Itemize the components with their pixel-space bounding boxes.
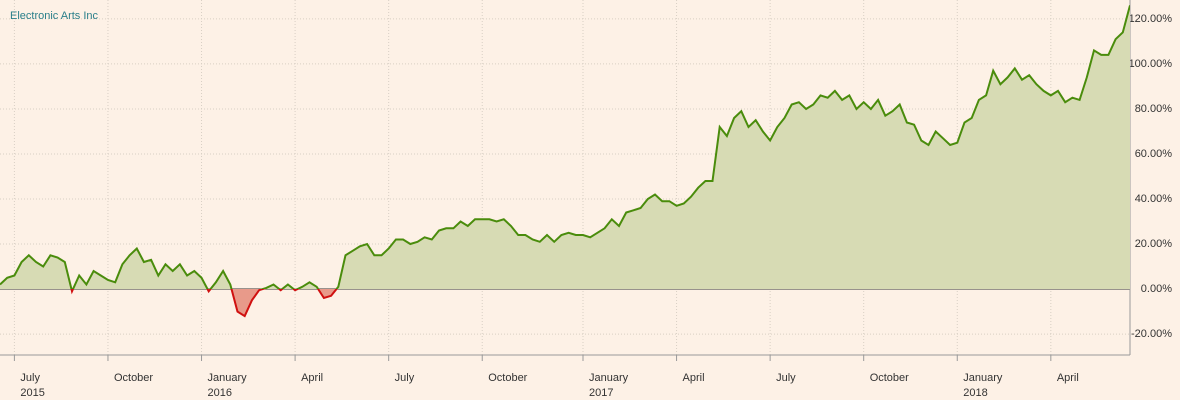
x-tick-label: April [682,372,705,384]
x-tick-label: January 2017 [588,372,629,399]
y-tick-label: 120.00% [1129,13,1173,25]
x-tick-label: October [113,372,154,384]
x-tick-label: October [869,372,909,384]
y-tick-label: -20.00% [1131,328,1172,340]
y-tick-label: 100.00% [1129,58,1173,70]
line-positive [0,5,1130,290]
chart-title: Electronic Arts Inc [10,10,99,22]
x-tick-label: October [488,372,528,384]
y-tick-label: 80.00% [1135,103,1173,115]
x-tick-label: January 2016 [207,372,247,399]
x-tick-label: April [301,372,324,384]
y-tick-label: 40.00% [1135,193,1173,205]
area-positive [0,5,1130,290]
x-tick-label: July [394,372,415,384]
y-tick-label: 20.00% [1135,238,1173,250]
y-tick-label: 0.00% [1141,283,1172,295]
x-tick-label: January 2018 [963,372,1003,399]
x-tick-label: July [776,372,796,384]
x-tick-label: April [1056,372,1079,384]
x-tick-label: July 2015 [20,372,45,399]
y-tick-label: 60.00% [1135,148,1173,160]
